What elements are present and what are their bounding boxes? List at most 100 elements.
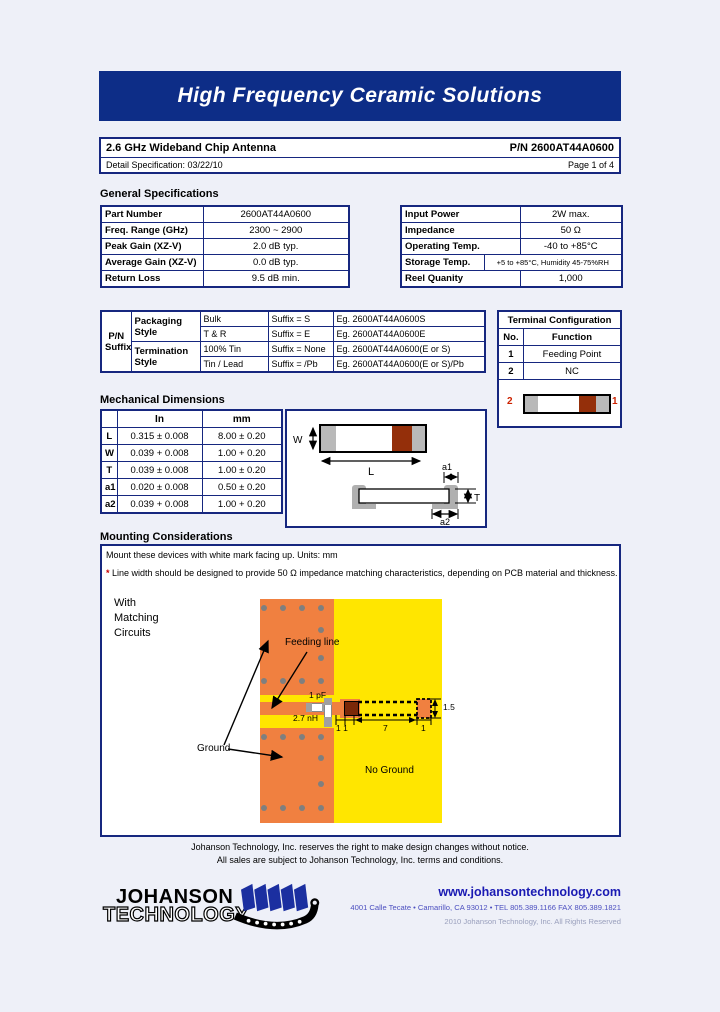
pn-option: Tin / Lead [199, 356, 269, 373]
table-row: Input Power 2W max. [400, 205, 623, 223]
pn-suffix: Suffix = E [267, 326, 334, 342]
table-row: Reel Quanity 1,000 [400, 270, 623, 288]
general-spec-right-table: Input Power 2W max. Impedance 50 Ω Operati… [400, 205, 623, 288]
disclaimer-line-2: All sales are subject to Johanson Techno… [216, 855, 504, 865]
pin-2-label: 2 [507, 396, 513, 407]
table-row: 2 1 [497, 379, 622, 428]
via [299, 605, 305, 611]
inductor-value-label: 2.7 nH [293, 713, 319, 723]
via [299, 805, 305, 811]
viking-ship-icon [233, 883, 320, 930]
chip-body [538, 396, 579, 412]
spec-value: 2600AT44A0600 [202, 205, 350, 223]
via [299, 734, 305, 740]
detail-spec: Detail Specification: 03/22/10 [106, 160, 223, 170]
table-row: Part Number 2600AT44A0600 [100, 205, 350, 223]
table-row: Operating Temp. -40 to +85°C [400, 238, 623, 255]
pn-example: Eg. 2600AT44A0600S [332, 310, 486, 327]
component-pad [324, 717, 332, 727]
spec-label: Operating Temp. [400, 238, 521, 255]
via [318, 655, 324, 661]
pn-example: Eg. 2600AT44A0600(E or S)/Pb [332, 356, 486, 373]
table-row: Freq. Range (GHz) 2300 ~ 2900 [100, 222, 350, 239]
dim-name: a1 [100, 478, 118, 496]
via [318, 605, 324, 611]
table-row: 1 Feeding Point [497, 345, 622, 363]
spec-label: Storage Temp. [400, 254, 485, 271]
dim-name: a2 [100, 495, 118, 514]
mechanical-dimension-annotations: W L a1 T a2 [293, 426, 480, 526]
dim-mm: 1.00 + 0.20 [201, 444, 283, 462]
table-row: T & R Suffix = E Eg. 2600AT44A0600E [101, 326, 486, 342]
spec-value: +5 to +85°C, Humidity 45-75%RH [483, 254, 623, 271]
spec-label: Peak Gain (XZ-V) [100, 238, 204, 255]
component-pad [324, 698, 332, 705]
table-row: a2 0.039 + 0.008 1.00 + 0.20 [100, 495, 283, 514]
via [280, 605, 286, 611]
via [318, 805, 324, 811]
via [261, 605, 267, 611]
spec-value: 50 Ω [519, 222, 623, 239]
pin-1-label: 1 [612, 396, 618, 407]
chip-terminal [525, 396, 538, 412]
terminal-function: NC [522, 362, 622, 380]
spec-label: Input Power [400, 205, 521, 223]
table-row: Termination Style 100% Tin Suffix = None… [101, 341, 486, 373]
table-row: Average Gain (XZ-V) 0.0 dB typ. [100, 254, 350, 271]
via [318, 781, 324, 787]
pn-option: T & R [199, 326, 269, 342]
disclaimer: Johanson Technology, Inc. reserves the r… [99, 841, 621, 867]
mounting-considerations-title: Mounting Considerations [100, 531, 233, 543]
spec-value: 2.0 dB typ. [202, 238, 350, 255]
via [280, 734, 286, 740]
red-asterisk: * [106, 568, 110, 578]
ground-label: Ground [197, 743, 231, 754]
subheader-row2: Detail Specification: 03/22/10 Page 1 of… [101, 158, 619, 172]
mounting-note-1: Mount these devices with white mark faci… [106, 550, 338, 560]
corner-cell [100, 409, 118, 428]
chip-antenna [344, 701, 359, 716]
via [318, 734, 324, 740]
spec-label: Return Loss [100, 270, 204, 288]
disclaimer-line-1: Johanson Technology, Inc. reserves the r… [191, 842, 529, 852]
chip-terminal [412, 426, 425, 451]
dim-mm: 1.00 ± 0.20 [201, 461, 283, 479]
general-spec-left-table: Part Number 2600AT44A0600 Freq. Range (GH… [100, 205, 350, 288]
johanson-logo-text: JOHANSON [116, 886, 234, 908]
pn-suffix-header: P/N Suffix [100, 310, 132, 373]
spec-label: Part Number [100, 205, 204, 223]
svg-text:a2: a2 [440, 517, 450, 526]
via [318, 755, 324, 761]
terminal-configuration-table: Terminal Configuration No. Function 1 Feed… [497, 310, 622, 428]
dim-mm: 1.00 + 0.20 [201, 495, 283, 514]
general-specifications-title: General Specifications [100, 188, 219, 200]
terminal-config-diagram: 2 1 [499, 380, 620, 426]
col-no: No. [497, 328, 524, 346]
mechanical-diagram-box: W L a1 T a2 [285, 409, 487, 528]
table-row: W 0.039 + 0.008 1.00 + 0.20 [100, 444, 283, 462]
table-row: Return Loss 9.5 dB min. [100, 270, 350, 288]
table-row: In mm [100, 409, 283, 428]
copyright-notice: 2010 Johanson Technology, Inc. All Right… [444, 917, 621, 926]
via [318, 678, 324, 684]
table-row: T 0.039 ± 0.008 1.00 ± 0.20 [100, 461, 283, 479]
feeding-line-label: Feeding line [285, 637, 340, 648]
pn-suffix-table: P/N Suffix Packaging Style Bulk Suffix =… [100, 310, 486, 373]
mechanical-dimensions-title: Mechanical Dimensions [100, 394, 225, 406]
inductor-2_7nh [324, 698, 332, 727]
via [280, 805, 286, 811]
table-row: 2 NC [497, 362, 622, 380]
chip-terminal [321, 426, 336, 451]
company-address: 4001 Calle Tecate • Camarillo, CA 93012 … [350, 903, 621, 912]
pn-option: Bulk [199, 310, 269, 327]
spec-label: Impedance [400, 222, 521, 239]
component-body [324, 705, 332, 717]
via [318, 627, 324, 633]
page-info: Page 1 of 4 [567, 160, 614, 170]
pn-group: Termination Style [130, 341, 201, 373]
pn-option: 100% Tin [199, 341, 269, 357]
col-function: Function [522, 328, 622, 346]
table-row: No. Function [497, 328, 622, 346]
part-number: P/N 2600AT44A0600 [509, 142, 614, 154]
banner: High Frequency Ceramic Solutions [99, 71, 621, 121]
